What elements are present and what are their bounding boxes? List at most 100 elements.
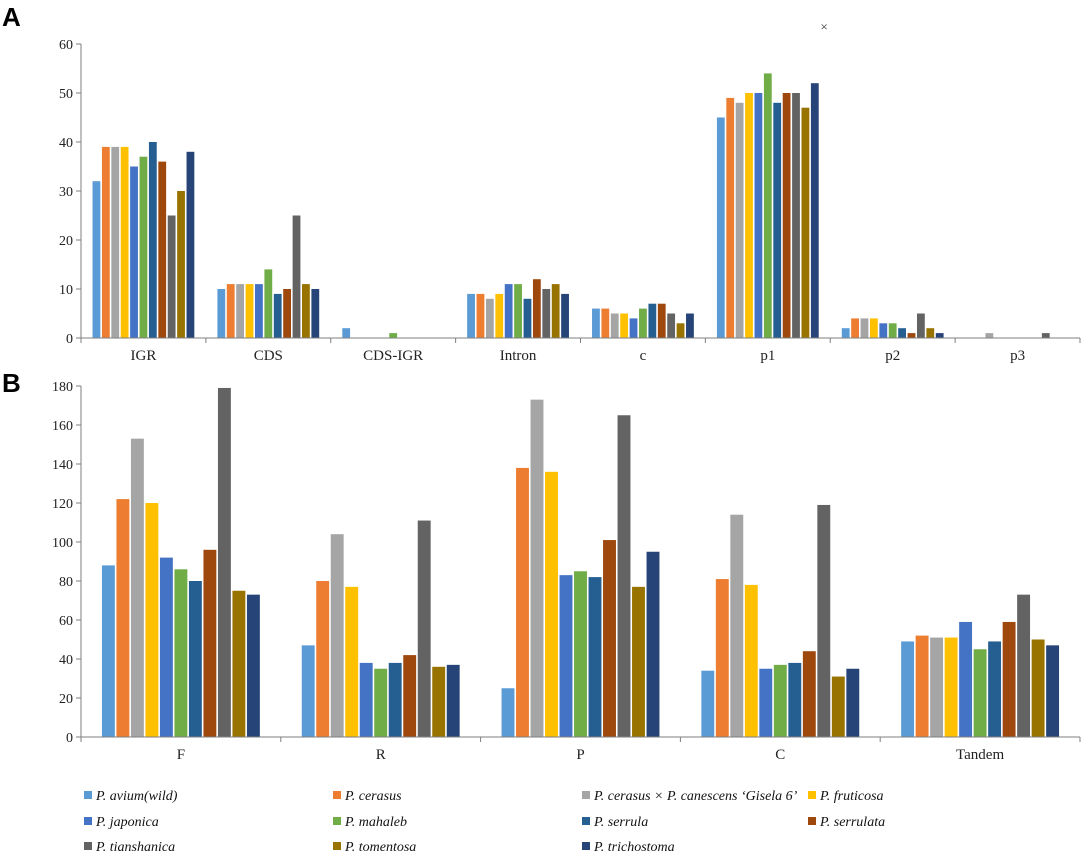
bar (92, 181, 101, 338)
y-tick-label: 30 (59, 185, 73, 200)
bar (841, 328, 850, 338)
bar (255, 284, 263, 338)
bar (130, 166, 138, 338)
x-tick-label: p1 (760, 348, 775, 364)
bar (788, 662, 802, 737)
bar (159, 557, 173, 737)
chart-b: 0 20 40 60 80 100 120 140 160 180 F R P C Tandem (52, 380, 1081, 763)
bar (648, 303, 657, 338)
bar (851, 318, 859, 338)
bar (959, 621, 973, 737)
bar (817, 504, 831, 737)
legend-swatch (582, 842, 590, 850)
bar (432, 666, 446, 737)
bar (217, 387, 231, 737)
bar (716, 117, 725, 338)
bar (632, 586, 645, 737)
bar (701, 670, 715, 737)
legend-label: P. tianshanica (95, 840, 175, 855)
bar (869, 318, 878, 338)
bar (476, 293, 485, 338)
bar (715, 579, 729, 737)
bar (403, 655, 417, 737)
bar (345, 586, 359, 737)
legend-swatch (333, 817, 341, 825)
y-tick-label: 80 (59, 575, 73, 590)
bar (735, 102, 744, 338)
bar (246, 594, 260, 737)
chart-a: 0 10 20 30 40 50 60 IGR CDS CDS-IGR Intron c p1 p2 p3 × (59, 19, 1081, 364)
bar (916, 313, 925, 338)
bar (686, 313, 694, 338)
bar (985, 333, 994, 338)
bar (120, 146, 129, 338)
bar (232, 590, 246, 737)
y-tick-label: 40 (59, 136, 73, 151)
bar (167, 215, 176, 338)
bar (726, 97, 735, 339)
bar (545, 471, 558, 737)
bar (782, 93, 791, 338)
bar (551, 284, 560, 338)
x-tick-label: C (775, 747, 785, 763)
bar (730, 514, 744, 737)
bar (801, 107, 810, 338)
bar (203, 549, 217, 737)
bar (773, 664, 787, 737)
bar (773, 102, 782, 338)
bar (657, 303, 666, 338)
bar (116, 499, 130, 737)
bar (330, 534, 344, 737)
bar (802, 651, 816, 737)
bar (930, 637, 944, 737)
bar (148, 142, 157, 338)
bar (988, 641, 1002, 737)
bar (311, 289, 320, 338)
bar (559, 575, 573, 737)
bar (926, 328, 935, 338)
x-tick-label: P (576, 747, 584, 763)
bar (485, 298, 494, 338)
legend: P. avium(wild) P. cerasus P. cerasus × P. … (84, 789, 885, 855)
bar (374, 668, 388, 737)
bar (359, 662, 373, 737)
bar (301, 645, 315, 737)
legend-label: P. mahaleb (344, 815, 407, 830)
bar (177, 191, 185, 338)
bar (676, 323, 685, 338)
x-tick-label: R (376, 747, 386, 763)
bar (245, 284, 254, 338)
bar (901, 641, 915, 737)
x-tick-label: p2 (885, 348, 900, 364)
bar (145, 503, 159, 737)
bar (101, 565, 115, 737)
y-tick-label: 0 (66, 332, 73, 347)
y-tick-label: 0 (66, 731, 73, 746)
bar (810, 83, 819, 338)
bar (1031, 639, 1045, 737)
bar (523, 298, 532, 338)
bar (516, 467, 529, 737)
bar (542, 289, 551, 338)
y-tick-label: 140 (52, 458, 73, 473)
bar (574, 571, 587, 737)
bar (467, 293, 475, 338)
bar (532, 279, 541, 338)
bar (888, 323, 897, 338)
legend-swatch (333, 842, 341, 850)
annotation-mark: × (820, 19, 829, 34)
bar (601, 308, 610, 338)
bar (935, 333, 944, 338)
bar (316, 581, 330, 737)
legend-label: P. japonica (95, 815, 159, 830)
legend-label: P. serrulata (819, 815, 885, 830)
legend-swatch (808, 791, 816, 799)
legend-label: P. trichostoma (593, 840, 675, 855)
y-tick-label: 180 (52, 380, 73, 395)
bar (745, 93, 753, 338)
bar (504, 284, 513, 338)
bar (188, 581, 202, 737)
y-tick-label: 10 (59, 283, 73, 298)
bar (759, 668, 773, 737)
bar (1041, 333, 1050, 338)
